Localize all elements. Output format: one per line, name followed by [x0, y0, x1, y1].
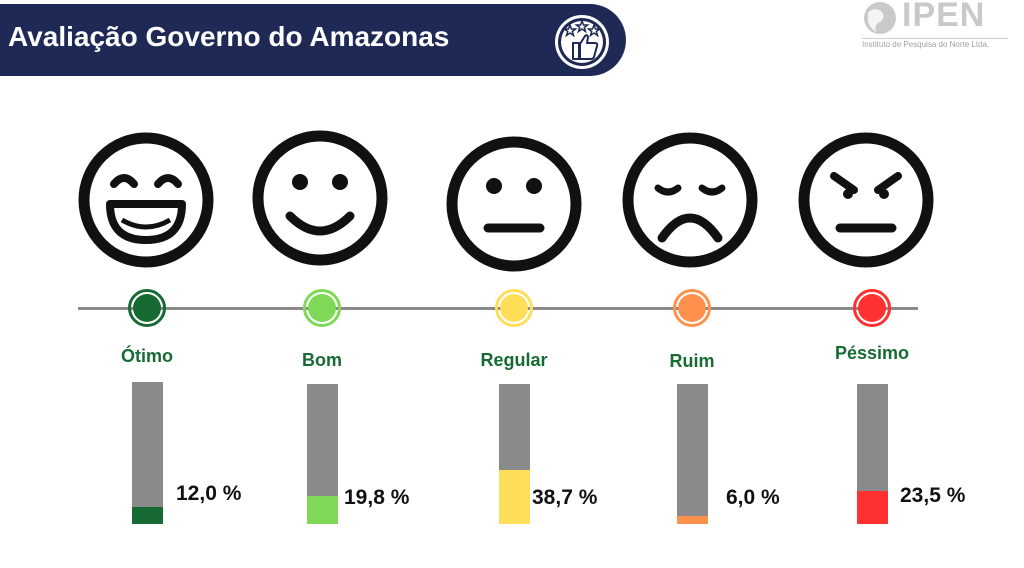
sad-face-icon [622, 132, 758, 268]
rating-stars-thumb-icon [555, 15, 609, 69]
ipen-logo-icon [864, 2, 896, 34]
title-banner: Avaliação Governo do Amazonas [0, 4, 626, 76]
logo-name: IPEN [902, 0, 986, 34]
scale-dot [673, 289, 711, 327]
scale-dot [495, 289, 533, 327]
scale-dot-fill [858, 294, 886, 322]
scale-dot [853, 289, 891, 327]
category-label: Bom [302, 350, 342, 370]
scale-dot [128, 289, 166, 327]
bar [857, 491, 888, 524]
logo-subtitle: Instituto de Pesquisa do Norte Ltda. [862, 40, 990, 49]
bar-track [132, 382, 163, 524]
bar [499, 470, 530, 524]
category-label: Ruim [669, 351, 715, 371]
data-label: 38,7 % [532, 486, 598, 509]
data-label: 6,0 % [726, 486, 780, 509]
smiling-face-icon [252, 130, 388, 266]
category-label: Regular [480, 350, 548, 370]
logo-divider [862, 38, 1008, 39]
bar [132, 507, 163, 524]
bar-track [677, 384, 708, 524]
data-label: 19,8 % [344, 486, 410, 509]
page-title: Avaliação Governo do Amazonas [8, 21, 450, 52]
scale-dot-fill [500, 294, 528, 322]
scale-dot-fill [308, 294, 336, 322]
data-label: 12,0 % [176, 482, 242, 505]
scale-dot-fill [133, 294, 161, 322]
grinning-face-icon [78, 132, 214, 268]
data-label: 23,5 % [900, 484, 966, 507]
scale-dot-fill [678, 294, 706, 322]
category-label: Ótimo [121, 346, 173, 366]
neutral-face-icon [446, 136, 582, 272]
bar [677, 516, 708, 524]
category-label: Péssimo [834, 343, 910, 363]
bar [307, 496, 338, 524]
scale-dot [303, 289, 341, 327]
angry-face-icon [798, 132, 934, 268]
